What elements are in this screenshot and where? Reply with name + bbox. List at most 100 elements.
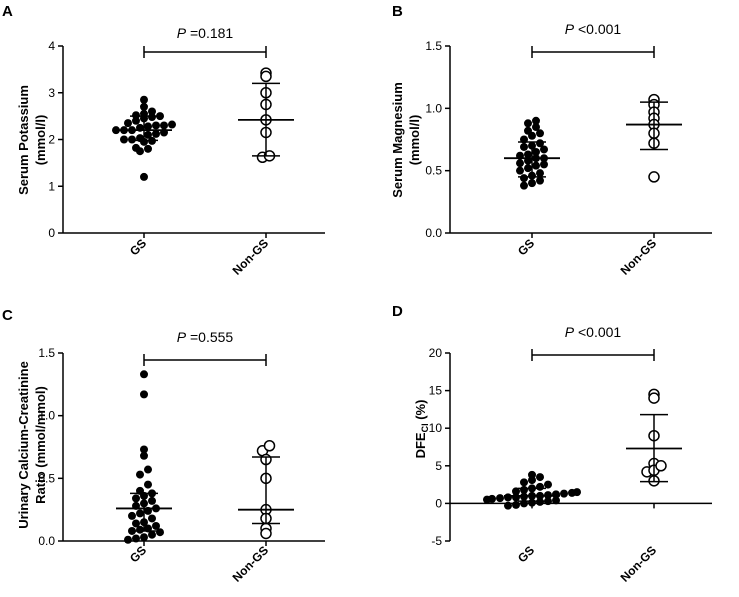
data-point-gs — [544, 480, 552, 489]
data-point-gs — [148, 496, 156, 505]
y-tick-label: 15 — [429, 384, 443, 398]
data-point-gs — [148, 514, 156, 523]
p-value-annotation: P <0.001 — [565, 324, 622, 340]
data-point-gs — [532, 161, 540, 170]
data-point-gs — [140, 172, 148, 181]
data-point-gs — [520, 478, 528, 487]
data-point-gs — [160, 121, 168, 130]
data-point-gs — [156, 528, 164, 537]
data-point-gs — [144, 122, 152, 131]
y-tick-label: 10 — [429, 421, 443, 435]
y-tick-label: 5 — [435, 459, 442, 473]
x-tick-label-non-gs: Non-GS — [618, 543, 659, 584]
data-point-gs — [136, 147, 144, 156]
panel-letter-a: A — [2, 3, 13, 20]
x-tick-labels: GS Non-GS — [515, 543, 659, 584]
data-point-gs — [528, 179, 536, 188]
panel-letter-b: B — [392, 3, 403, 20]
y-tick-label: 4 — [48, 39, 55, 53]
x-tick-label-non-gs: Non-GS — [230, 543, 271, 584]
data-point-gs — [528, 476, 536, 485]
data-point-gs — [148, 530, 156, 539]
y-tick-label: 1.0 — [425, 101, 442, 115]
panel-letter-d: D — [392, 303, 403, 320]
data-point-gs — [132, 494, 140, 503]
x-tick-label-gs: GS — [127, 543, 149, 565]
y-axis-label-line1: Serum Potassium — [16, 85, 31, 195]
y-tick-label: 0 — [435, 496, 442, 510]
data-point-gs — [540, 145, 548, 154]
data-point-gs — [540, 160, 548, 169]
y-tick-label: -5 — [431, 534, 442, 548]
data-point-non-gs — [655, 460, 667, 472]
data-point-gs — [536, 139, 544, 148]
y-tick-label: 0.5 — [38, 471, 55, 485]
data-point-gs — [573, 488, 581, 497]
data-point-non-gs — [648, 392, 660, 404]
y-axis-label: Urinary Calcium-Creatinine Ratio (mmol/m… — [16, 361, 48, 529]
x-tick-labels: GS Non-GS — [515, 236, 659, 277]
data-point-gs — [132, 111, 140, 120]
x-tick-label-gs: GS — [127, 236, 149, 258]
data-point-gs — [532, 147, 540, 156]
data-point-gs — [504, 501, 512, 510]
data-point-gs — [140, 390, 148, 399]
y-axis-label-line1: Serum Magnesium — [390, 82, 405, 198]
data-point-gs — [520, 142, 528, 151]
data-point-gs — [132, 116, 140, 125]
y-tick-label: 0.0 — [38, 534, 55, 548]
y-tick-label: 1.0 — [38, 409, 55, 423]
x-tick-label-gs: GS — [515, 236, 537, 258]
data-point-gs — [144, 480, 152, 489]
data-point-gs — [516, 159, 524, 168]
data-point-non-gs — [260, 70, 272, 83]
data-point-gs — [140, 95, 148, 104]
y-tick-label: 1.5 — [425, 39, 442, 53]
data-point-gs — [152, 129, 160, 138]
data-point-gs — [140, 451, 148, 460]
data-point-gs — [156, 112, 164, 121]
data-point-gs — [140, 370, 148, 379]
panel-d: D DFECl (%) P <0.001 GS Non-GS -5 0 5 10 15 2… — [392, 303, 712, 585]
data-point-gs — [152, 121, 160, 130]
data-point-gs — [148, 107, 156, 116]
data-point-gs — [148, 113, 156, 122]
data-point-gs — [136, 525, 144, 534]
data-point-gs — [144, 130, 152, 139]
y-axis-label-dfe-cl: DFECl (%) — [413, 400, 430, 459]
data-point-gs — [552, 496, 560, 505]
data-point-gs — [124, 119, 132, 128]
data-point-gs — [536, 473, 544, 482]
data-point-gs — [128, 511, 136, 520]
data-point-non-gs — [263, 439, 276, 452]
data-point-gs — [168, 120, 176, 129]
y-axis-label: Serum Potassium (mmol/l) — [16, 85, 48, 195]
panel-c: C Urinary Calcium-Creatinine Ratio (mmol… — [2, 307, 325, 585]
data-point-gs — [536, 129, 544, 138]
y-axis-label-line1: Urinary Calcium-Creatinine — [16, 361, 31, 529]
x-tick-label-gs: GS — [515, 543, 537, 565]
data-point-gs — [536, 169, 544, 178]
data-point-non-gs — [260, 527, 272, 540]
y-axis-label: Serum Magnesium (mmol/l) — [390, 82, 422, 198]
data-point-gs — [536, 482, 544, 491]
data-point-gs — [520, 174, 528, 183]
data-point-gs — [496, 494, 504, 503]
y-axis-label-line2: (mmol/l) — [407, 115, 422, 166]
data-point-gs — [132, 519, 140, 528]
data-point-non-gs — [648, 171, 660, 183]
y-tick-label: 3 — [48, 86, 55, 100]
p-value-annotation: P =0.181 — [177, 25, 234, 41]
data-point-gs — [532, 123, 540, 132]
data-point-gs — [132, 534, 140, 543]
data-point-gs — [560, 489, 568, 498]
data-point-gs — [504, 493, 512, 502]
y-axis-label-line2: Ratio (mmol/mmol) — [33, 386, 48, 504]
data-point-gs — [124, 535, 132, 544]
data-point-gs — [516, 166, 524, 175]
y-tick-label: 1 — [48, 179, 55, 193]
data-point-gs — [544, 497, 552, 506]
data-point-gs — [512, 487, 520, 496]
data-point-gs — [144, 144, 152, 153]
